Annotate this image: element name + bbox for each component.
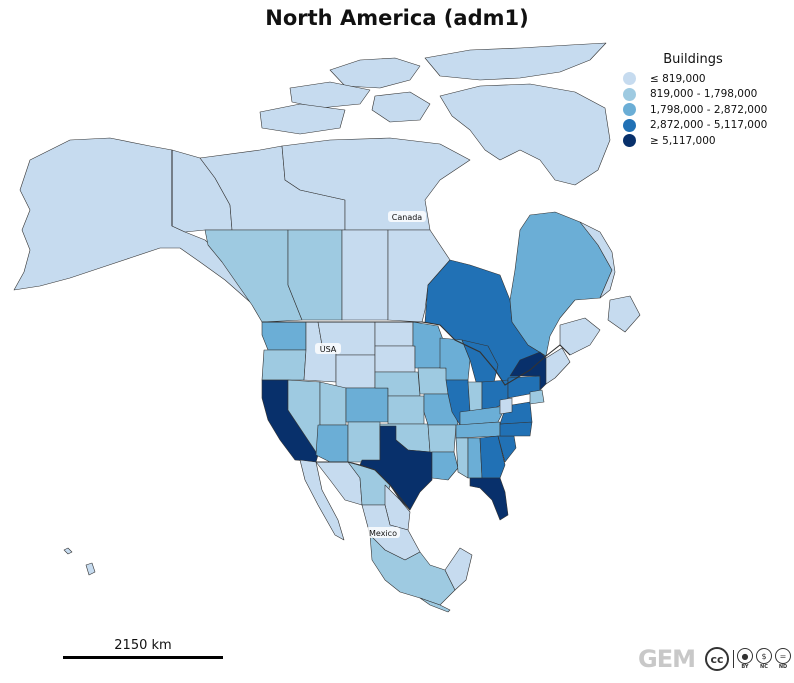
legend-item: 1,798,000 - 2,872,000 xyxy=(618,102,788,118)
region-utah xyxy=(319,381,347,426)
license-nd-icon: = ND xyxy=(774,648,791,670)
legend-item: ≤ 819,000 xyxy=(618,71,788,87)
region-central-america xyxy=(419,597,451,613)
canada-label: Canada xyxy=(392,213,423,222)
region-alberta xyxy=(287,229,343,321)
region-mississippi xyxy=(455,437,469,479)
region-indiana xyxy=(467,381,483,413)
canada-usa-border xyxy=(262,321,571,386)
region-hawaii xyxy=(85,562,96,576)
person-icon: ● xyxy=(736,648,753,664)
region-saskatchewan xyxy=(341,229,389,321)
region-louisiana xyxy=(431,451,459,481)
creative-commons-icon: cc xyxy=(704,647,729,671)
map-title: North America (adm1) xyxy=(265,6,529,30)
legend-swatch xyxy=(623,134,636,148)
region-arctic-islands-central xyxy=(371,91,431,123)
cc-text: cc xyxy=(710,652,724,666)
scale-bar-label: 2150 km xyxy=(114,638,172,653)
license-nd-label: ND xyxy=(778,664,788,670)
region-iowa xyxy=(417,367,449,395)
region-tennessee xyxy=(455,421,501,439)
region-maryland-delaware-nj xyxy=(529,389,545,405)
region-baffin-island xyxy=(439,83,611,186)
region-kentucky xyxy=(459,405,507,426)
license-nc-label: NC xyxy=(760,664,768,670)
region-washington xyxy=(261,321,307,351)
license-divider xyxy=(732,650,734,668)
region-maritimes xyxy=(559,317,601,356)
region-arkansas xyxy=(427,424,457,453)
region-arctic-islands-west xyxy=(329,57,421,89)
region-wyoming xyxy=(335,354,376,389)
legend-item: 2,872,000 - 5,117,000 xyxy=(618,118,788,134)
license-nc-icon: $ NC xyxy=(755,648,772,670)
gem-logo: GEM xyxy=(638,645,696,673)
scale-bar: 2150 km xyxy=(63,638,223,659)
region-kansas xyxy=(387,395,425,425)
region-baja-california xyxy=(299,459,345,541)
region-arctic-islands-victoria xyxy=(259,103,346,135)
region-georgia xyxy=(479,435,506,479)
region-manitoba xyxy=(387,229,451,323)
legend-label: 1,798,000 - 2,872,000 xyxy=(650,103,768,116)
region-new-mexico xyxy=(347,421,381,463)
region-newfoundland-labrador xyxy=(579,221,616,299)
legend-label: 2,872,000 - 5,117,000 xyxy=(650,119,768,132)
legend-label: ≤ 819,000 xyxy=(650,72,706,85)
no-derivatives-icon: = xyxy=(774,648,791,664)
scale-bar-line xyxy=(63,656,223,659)
legend-label: ≥ 5,117,000 xyxy=(650,134,716,147)
region-new-england xyxy=(545,347,571,385)
legend-swatch xyxy=(623,87,636,101)
mexico-label-bg xyxy=(366,527,400,538)
legend-label: 819,000 - 1,798,000 xyxy=(650,88,758,101)
region-arizona xyxy=(315,424,349,463)
legend-title: Buildings xyxy=(663,52,723,67)
legend-swatch xyxy=(623,103,636,117)
region-alabama xyxy=(467,437,483,479)
noncommercial-icon: $ xyxy=(755,648,772,664)
region-oregon xyxy=(261,349,307,381)
region-nunavut xyxy=(281,137,471,231)
region-north-dakota xyxy=(374,321,414,347)
legend-swatch xyxy=(623,72,636,86)
region-arctic-islands-mid xyxy=(289,81,371,109)
usa-mexico-border xyxy=(316,461,411,511)
legend-item: 819,000 - 1,798,000 xyxy=(618,87,788,103)
mexico-label: Mexico xyxy=(369,529,397,538)
canada-label-bg xyxy=(388,211,426,222)
attribution-logos: GEM cc ● BY $ NC = ND xyxy=(638,645,791,673)
license-by-label: BY xyxy=(741,664,749,670)
region-west-virginia xyxy=(499,397,513,415)
usa-label: USA xyxy=(320,345,337,354)
usa-label-bg xyxy=(315,343,341,354)
region-newfoundland-island xyxy=(607,295,641,333)
region-yucatan xyxy=(444,547,473,591)
region-colorado xyxy=(345,387,389,423)
license-by-icon: ● BY xyxy=(736,648,753,670)
legend-swatch xyxy=(623,118,636,132)
region-florida xyxy=(469,477,509,521)
region-arctic-islands-north xyxy=(424,42,607,81)
legend-item: ≥ 5,117,000 xyxy=(618,133,788,149)
region-aleutians xyxy=(63,547,73,555)
region-north-carolina xyxy=(499,421,533,437)
map-legend: Buildings ≤ 819,000 819,000 - 1,798,000 … xyxy=(618,52,788,149)
region-south-dakota xyxy=(374,345,416,373)
